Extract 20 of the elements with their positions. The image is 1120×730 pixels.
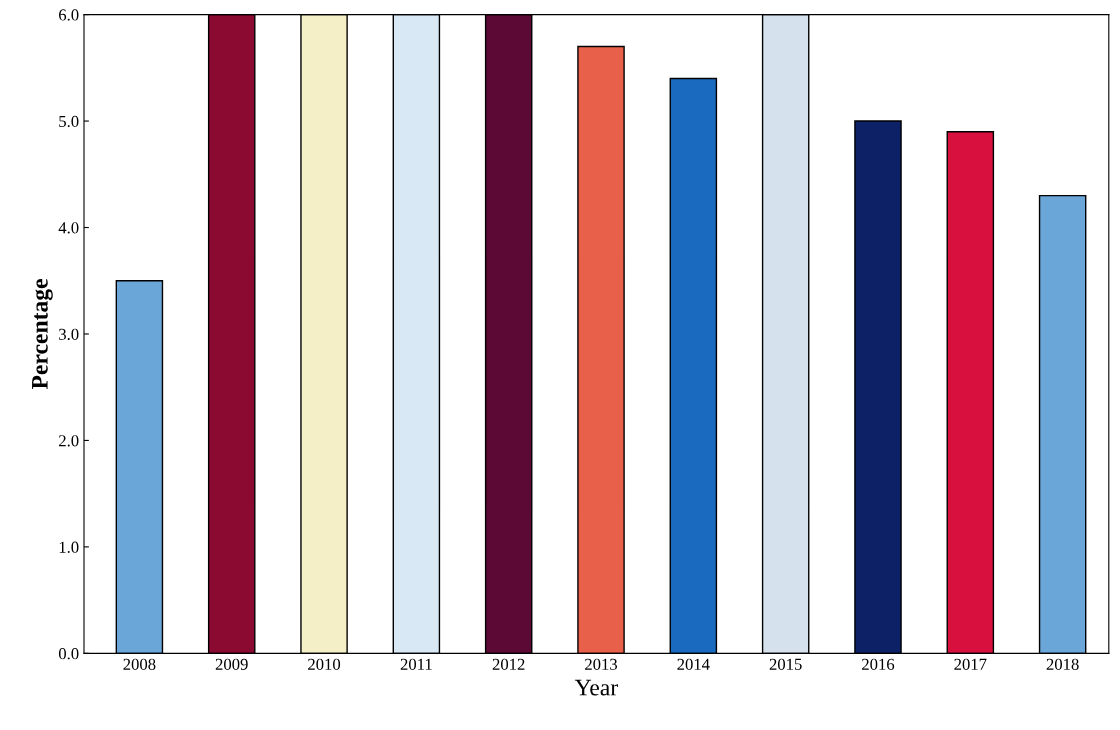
y-tick-label: 5.0: [59, 115, 79, 128]
y-tick-label: 3.0: [59, 328, 79, 340]
y-tick-label: 2.0: [59, 435, 79, 447]
x-tick-label: 2010: [308, 658, 341, 670]
x-tick-label: 2017: [954, 658, 987, 670]
y-tick-label: 1.0: [59, 541, 79, 553]
x-tick-label: 2014: [677, 658, 710, 670]
y-tick-label: 6.0: [59, 9, 79, 21]
x-tick-label: 2018: [1046, 658, 1079, 670]
x-axis-title: Year: [574, 679, 618, 696]
x-tick-label: 2015: [769, 658, 802, 670]
x-tick-label: 2012: [492, 658, 525, 670]
x-tick-label: 2011: [400, 658, 432, 670]
y-axis-title: Percentage: [32, 279, 53, 390]
y-tick-label: 0.0: [58, 648, 79, 660]
x-tick-label: 2016: [862, 658, 895, 670]
x-tick-label: 2013: [585, 658, 618, 670]
x-tick-label: 2008: [123, 658, 156, 670]
y-tick-label: 4.0: [58, 222, 79, 234]
x-tick-label: 2009: [215, 658, 248, 670]
